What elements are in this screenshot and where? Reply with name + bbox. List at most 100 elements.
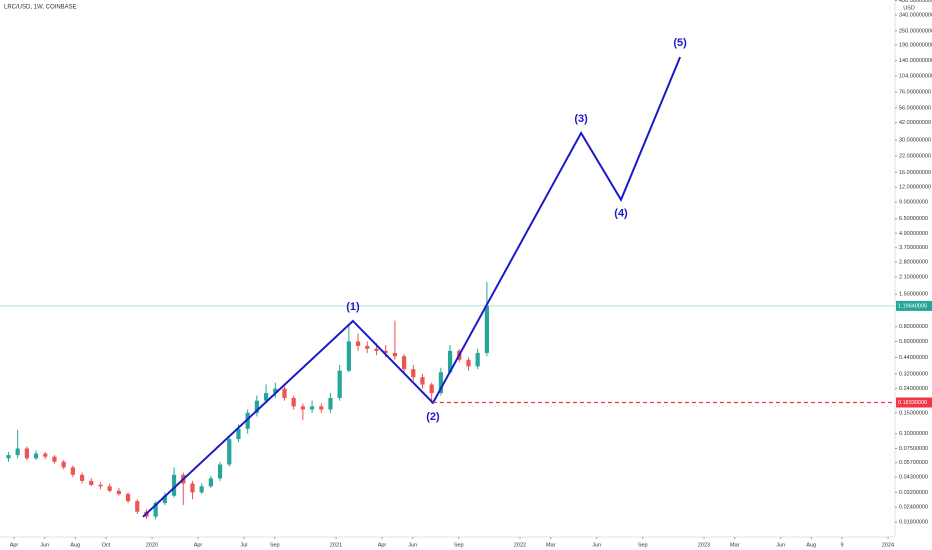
y-tick-label: 0.01800000 (899, 519, 928, 525)
x-tick-label: Sep (270, 542, 280, 548)
y-tick-label: 450.00000000 (899, 0, 932, 4)
candle-body (466, 359, 471, 367)
x-tick-label: Jun (40, 542, 49, 548)
candle-body (392, 352, 397, 357)
x-tick-label: Apr (194, 542, 203, 548)
candle-body (199, 486, 204, 493)
candle-body (355, 341, 361, 346)
wave-label: (2) (426, 411, 440, 423)
y-tick-label: 104.00000000 (899, 73, 932, 79)
x-tick-label: Jun (408, 542, 417, 548)
wave-line (142, 56, 682, 518)
candle-body (135, 501, 140, 512)
y-tick-label: 30.00000000 (899, 137, 931, 143)
y-tick-label: 6.50000000 (899, 216, 928, 222)
y-tick-label: 76.00000000 (899, 90, 931, 96)
x-tick-label: Apr (10, 542, 19, 548)
candle-body (319, 406, 324, 410)
candle-body (236, 428, 241, 440)
candle-body (162, 495, 167, 504)
x-tick-label: 2020 (146, 542, 158, 548)
x-tick-label: 9 (840, 542, 843, 548)
y-tick-label: 0.32000000 (899, 371, 928, 377)
x-tick-label: Sep (454, 542, 464, 548)
candle-body (245, 412, 250, 429)
candle-body (374, 348, 379, 351)
y-tick-label: 16.00000000 (899, 170, 931, 176)
y-tick-label: 0.03200000 (899, 490, 928, 496)
y-tick-label: 190.00000000 (899, 42, 932, 48)
candle-body (346, 341, 351, 371)
y-tick-label: 0.02400000 (899, 505, 928, 511)
candle-body (52, 456, 57, 462)
wave-label: (1) (346, 301, 360, 313)
x-tick-label: 2023 (698, 542, 710, 548)
x-tick-label: Aug (70, 542, 80, 548)
y-tick-label: 250.00000000 (899, 28, 932, 34)
y-tick-label: 0.80000000 (899, 324, 928, 330)
y-tick-label: 0.44000000 (899, 355, 928, 361)
candle-body (116, 490, 121, 495)
candle-body (429, 384, 434, 394)
y-tick-label: 0.04300000 (899, 475, 928, 481)
x-tick-label: Jul (240, 542, 247, 548)
wave-label: (5) (673, 37, 687, 49)
candle-body (337, 370, 342, 399)
candle-body (33, 453, 39, 459)
candle-body (291, 398, 296, 407)
candle-body (420, 377, 425, 385)
candle-body (98, 484, 103, 487)
y-tick-label: 4.90000000 (899, 231, 928, 237)
chart-title: LRC/USD, 1W, COINBASE (4, 5, 77, 11)
x-tick-label: 2024 (882, 542, 894, 548)
candle-body (6, 455, 11, 459)
y-unit: USD (903, 5, 915, 11)
x-tick-label: Aug (806, 542, 816, 548)
y-tick-label: 3.70000000 (899, 245, 928, 251)
price-label: 1.19640000 (898, 303, 927, 309)
candle-body (447, 350, 453, 373)
y-tick-label: 0.07500000 (899, 446, 928, 452)
candle-body (61, 461, 66, 468)
y-tick-label: 0.24000000 (899, 386, 928, 392)
candle-body (383, 350, 388, 353)
candle-body (171, 474, 177, 496)
y-tick-label: 56.00000000 (899, 105, 931, 111)
y-tick-label: 9.00000000 (899, 199, 928, 205)
level-label: 0.18330000 (898, 400, 927, 406)
candle-body (401, 356, 407, 370)
candle-body (125, 494, 131, 502)
y-tick-label: 0.05700000 (899, 460, 928, 466)
level-label-box (896, 397, 932, 408)
price-label-box (896, 300, 932, 311)
candle-body (411, 369, 416, 378)
candle-body (190, 483, 195, 493)
x-tick-label: Apr (378, 542, 387, 548)
candle-body (273, 388, 278, 394)
x-tick-label: 2022 (514, 542, 526, 548)
candle-body (263, 393, 269, 401)
x-tick-label: Mar (546, 542, 556, 548)
candle-body (300, 406, 305, 410)
y-tick-label: 340.00000000 (899, 12, 932, 18)
candle-body (43, 453, 48, 457)
candle-body (79, 474, 85, 481)
candle-body (208, 478, 213, 487)
y-tick-label: 0.15000000 (899, 410, 928, 416)
wave-label: (3) (574, 113, 588, 125)
wave-label: (4) (614, 208, 628, 220)
y-tick-label: 0.10000000 (899, 431, 928, 437)
candle-body (282, 388, 287, 399)
candle-body (309, 406, 315, 410)
y-tick-label: 0.60000000 (899, 339, 928, 345)
candle-body (15, 448, 20, 456)
y-tick-label: 12.00000000 (899, 185, 931, 191)
x-tick-label: 2021 (330, 542, 342, 548)
x-tick-label: Mar (730, 542, 740, 548)
candle-body (217, 464, 223, 479)
x-tick-label: Jun (592, 542, 601, 548)
candle-body (438, 372, 443, 394)
candle-body (227, 439, 232, 465)
